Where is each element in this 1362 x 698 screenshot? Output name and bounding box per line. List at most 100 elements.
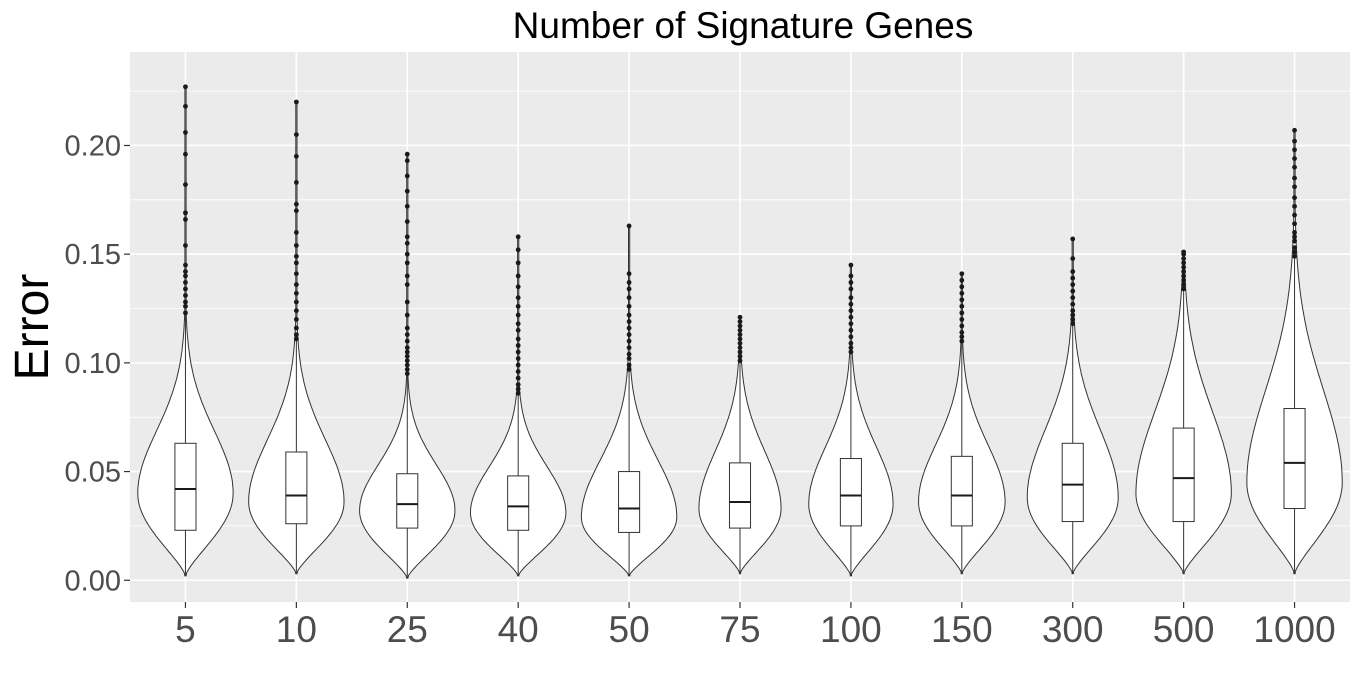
outlier-point bbox=[1070, 236, 1076, 242]
x-tick-label: 1000 bbox=[1253, 609, 1335, 650]
outlier-point bbox=[1070, 269, 1076, 274]
outlier-point bbox=[404, 299, 410, 305]
outlier-point bbox=[515, 273, 521, 279]
outlier-point bbox=[1070, 256, 1076, 261]
outlier-point bbox=[293, 325, 299, 331]
outlier-point bbox=[183, 151, 188, 157]
outlier-point bbox=[293, 201, 299, 207]
outlier-point bbox=[1070, 316, 1076, 322]
outlier-point bbox=[293, 336, 299, 342]
outlier-point bbox=[1292, 234, 1297, 240]
outlier-point bbox=[293, 153, 299, 159]
outlier-point bbox=[515, 382, 521, 388]
outlier-point bbox=[404, 338, 410, 344]
outlier-point bbox=[848, 327, 854, 333]
box-25 bbox=[396, 473, 419, 529]
outlier-point bbox=[737, 353, 743, 359]
outlier-point bbox=[848, 262, 854, 268]
outlier-point bbox=[1181, 282, 1187, 288]
box-50 bbox=[618, 471, 641, 533]
outlier-point bbox=[515, 349, 521, 355]
box-100 bbox=[839, 458, 862, 527]
outlier-point bbox=[404, 234, 410, 240]
outlier-point bbox=[515, 369, 521, 374]
x-tick-label: 25 bbox=[387, 609, 428, 650]
outlier-point bbox=[1292, 245, 1297, 251]
outlier-point bbox=[626, 295, 632, 301]
outlier-point bbox=[404, 158, 410, 164]
box-40 bbox=[507, 475, 530, 531]
outlier-point bbox=[737, 327, 743, 333]
outlier-point bbox=[1181, 260, 1187, 266]
outlier-point bbox=[626, 356, 632, 361]
outlier-point bbox=[737, 358, 743, 364]
outlier-point bbox=[515, 343, 521, 348]
outlier-point bbox=[626, 325, 632, 331]
outlier-point bbox=[626, 338, 632, 344]
outlier-point bbox=[626, 332, 632, 338]
box-10 bbox=[285, 451, 308, 525]
outlier-point bbox=[1292, 212, 1297, 218]
outlier-point bbox=[404, 188, 410, 194]
outlier-point bbox=[626, 312, 632, 318]
outlier-point bbox=[515, 312, 521, 318]
outlier-point bbox=[183, 243, 188, 248]
y-axis-label: Error bbox=[6, 274, 59, 381]
outlier-point bbox=[1070, 312, 1076, 318]
outlier-point bbox=[737, 349, 743, 355]
outlier-point bbox=[404, 240, 410, 246]
outlier-point bbox=[293, 132, 299, 138]
outlier-point bbox=[1181, 256, 1187, 261]
outlier-point bbox=[1292, 138, 1297, 144]
outlier-point bbox=[183, 310, 188, 316]
chart-title: Number of Signature Genes bbox=[513, 5, 974, 46]
outlier-point bbox=[183, 273, 188, 279]
outlier-point bbox=[293, 180, 299, 185]
outlier-point bbox=[848, 286, 854, 292]
outlier-point bbox=[959, 316, 965, 322]
outlier-point bbox=[848, 314, 854, 320]
outlier-point bbox=[848, 321, 854, 327]
outlier-point bbox=[404, 332, 410, 338]
outlier-point bbox=[183, 280, 188, 285]
outlier-point bbox=[293, 243, 299, 248]
outlier-point bbox=[959, 310, 965, 316]
outlier-point bbox=[959, 338, 965, 344]
x-tick-label: 40 bbox=[498, 609, 539, 650]
outlier-point bbox=[737, 323, 743, 329]
outlier-point bbox=[848, 308, 854, 314]
outlier-point bbox=[293, 332, 299, 338]
outlier-point bbox=[626, 271, 632, 277]
x-tick-label: 100 bbox=[820, 609, 882, 650]
outlier-point bbox=[848, 273, 854, 279]
outlier-point bbox=[1070, 288, 1076, 294]
outlier-point bbox=[1292, 147, 1297, 153]
outlier-point bbox=[515, 336, 521, 342]
outlier-point bbox=[737, 336, 743, 342]
outlier-point bbox=[1070, 282, 1076, 288]
outlier-point bbox=[1292, 221, 1297, 227]
outlier-point bbox=[1070, 295, 1076, 301]
outlier-point bbox=[404, 151, 410, 157]
outlier-point bbox=[404, 353, 410, 359]
y-tick-label: 0.00 bbox=[65, 565, 121, 597]
outlier-point bbox=[293, 290, 299, 296]
y-axis-ticks: 0.00 0.05 0.10 0.15 0.20 bbox=[65, 130, 130, 597]
outlier-point bbox=[737, 332, 743, 338]
outlier-point bbox=[404, 312, 410, 318]
outlier-point bbox=[515, 386, 521, 392]
outlier-point bbox=[293, 271, 299, 277]
outlier-point bbox=[737, 319, 743, 324]
outlier-point bbox=[848, 280, 854, 285]
y-tick-label: 0.15 bbox=[65, 239, 121, 271]
outlier-point bbox=[626, 351, 632, 357]
outlier-point bbox=[515, 234, 521, 240]
outlier-point bbox=[515, 295, 521, 301]
box-1000 bbox=[1283, 408, 1306, 510]
outlier-point bbox=[183, 262, 188, 268]
outlier-point bbox=[183, 303, 188, 309]
box-5 bbox=[174, 442, 197, 531]
outlier-point bbox=[293, 308, 299, 314]
outlier-point bbox=[848, 340, 854, 346]
